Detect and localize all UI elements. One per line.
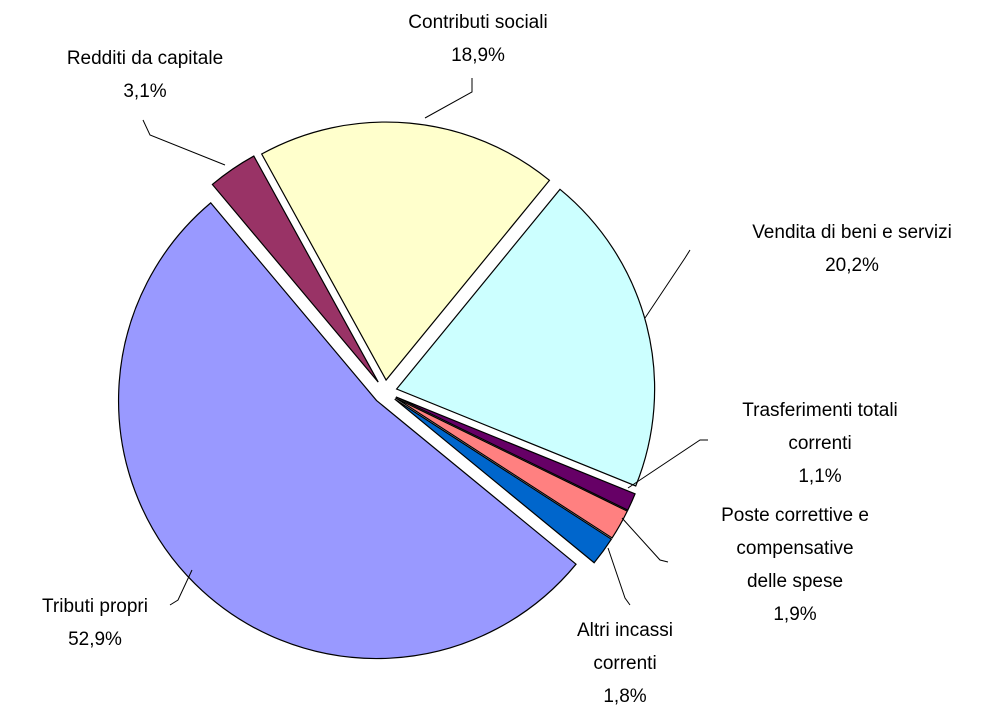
slice-label: Trasferimenti totali correnti 1,1% [670, 394, 970, 493]
category-label: Altri incassi correnti [576, 620, 674, 674]
value-label: 20,2% [825, 255, 879, 276]
pie-slice [117, 202, 577, 660]
value-label: 18,9% [451, 45, 505, 66]
value-label: 1,9% [773, 604, 817, 625]
pie-slice [260, 121, 551, 382]
category-label: Trasferimenti totali correnti [742, 400, 898, 454]
slice-label: Poste correttive e compensative delle sp… [645, 499, 945, 631]
pie-slice [395, 188, 656, 487]
pie-slice [211, 155, 379, 383]
pie-slice [395, 396, 636, 511]
leader-line [607, 547, 631, 606]
leader-line [142, 119, 226, 166]
value-label: 3,1% [123, 81, 167, 102]
leader-line [644, 249, 691, 319]
slice-label: Contributi sociali 18,9% [328, 6, 628, 72]
value-label: 1,8% [603, 686, 647, 707]
pie-slice [394, 398, 613, 564]
value-label: 1,1% [798, 466, 842, 487]
category-label: Vendita di beni e servizi [752, 222, 952, 243]
leader-line [169, 569, 193, 606]
category-label: Contributi sociali [408, 12, 548, 33]
leader-line [424, 78, 473, 119]
value-label: 52,9% [68, 629, 122, 650]
leader-line [627, 439, 708, 489]
slice-label: Vendita di beni e servizi 20,2% [702, 216, 986, 282]
slice-label: Altri incassi correnti 1,8% [475, 614, 775, 713]
category-label: Poste correttive e compensative delle sp… [721, 505, 869, 592]
slice-label: Tributi propri 52,9% [0, 590, 245, 656]
slice-label: Redditi da capitale 3,1% [0, 42, 295, 108]
pie-slice [395, 397, 629, 539]
leader-line [621, 517, 669, 563]
category-label: Redditi da capitale [66, 48, 224, 69]
category-label: Tributi propri [42, 596, 148, 617]
